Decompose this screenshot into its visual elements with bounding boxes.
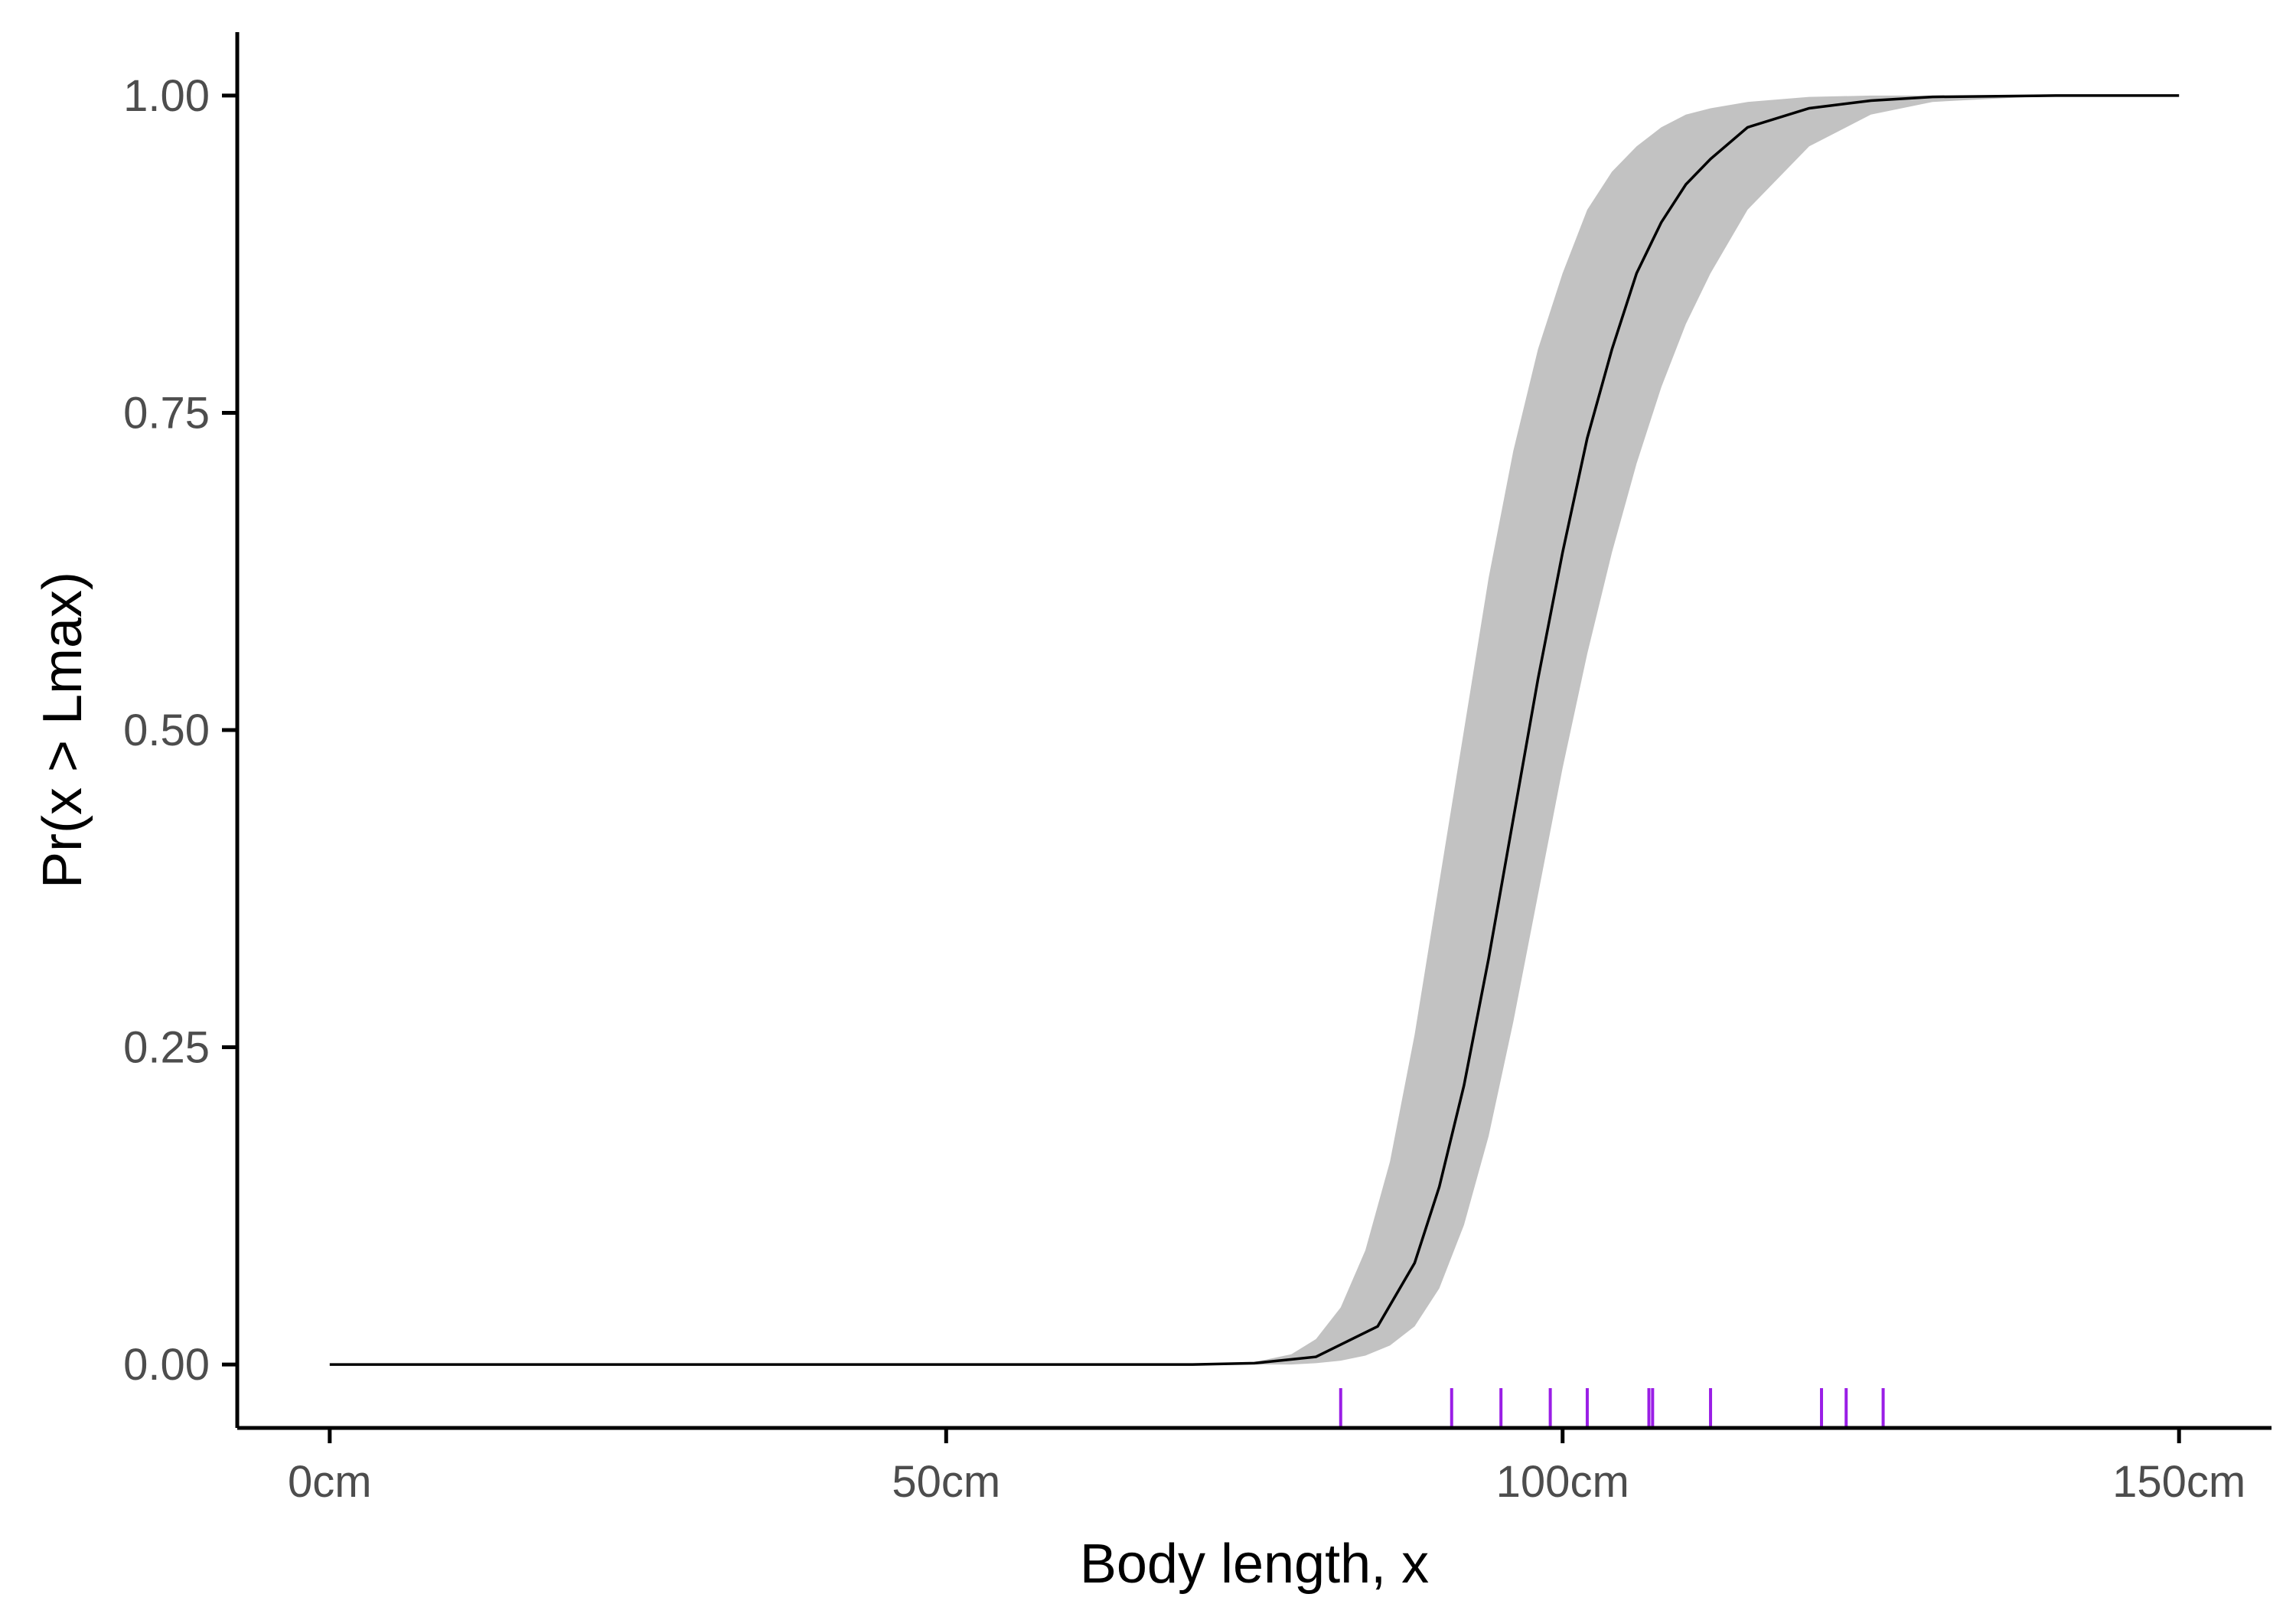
y-tick-label: 0.25 — [123, 1023, 210, 1073]
probability-curve — [329, 94, 2180, 1366]
x-tick-label: 100cm — [1496, 1457, 1629, 1507]
y-tick-label: 0.50 — [123, 706, 210, 755]
y-axis-title: Pr(x > Lmax) — [32, 572, 93, 888]
axes: 0.00 0.25 0.50 0.75 1.00 0cm 50cm 100cm 150cm — [123, 32, 2272, 1507]
x-tick-label: 50cm — [892, 1457, 1000, 1507]
x-tick-label: 150cm — [2112, 1457, 2245, 1507]
y-tick-label: 0.00 — [123, 1340, 210, 1390]
x-tick-label: 0cm — [288, 1457, 372, 1507]
line-layer — [329, 94, 2180, 1366]
x-axis-title: Body length, x — [1080, 1534, 1429, 1595]
y-tick-label: 1.00 — [123, 71, 210, 121]
rug-layer — [1339, 1388, 1885, 1426]
y-tick-label: 0.75 — [123, 388, 210, 438]
